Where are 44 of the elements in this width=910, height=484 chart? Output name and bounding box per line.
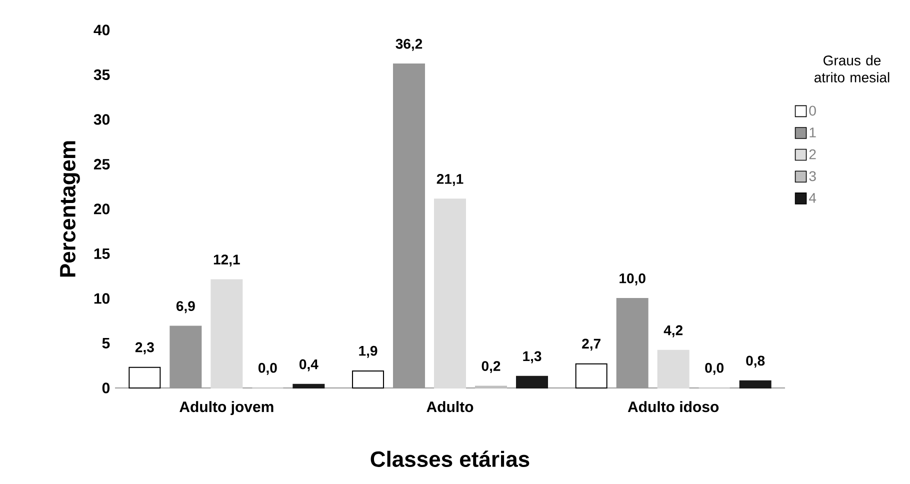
y-tick-label: 10: [94, 293, 110, 304]
bar: [657, 350, 690, 388]
x-tick-label: Adulto: [426, 401, 474, 412]
bar: [616, 298, 648, 388]
data-label: 4,2: [664, 325, 683, 338]
y-tick-label: 5: [102, 338, 110, 348]
legend-label: 1: [810, 128, 816, 138]
y-tick-label: 35: [94, 69, 110, 80]
y-tick-label: 15: [94, 248, 110, 259]
y-tick-label: 20: [94, 204, 110, 214]
data-label: 6,9: [176, 301, 195, 314]
data-label: 0,0: [705, 362, 724, 375]
bar: [739, 380, 772, 388]
data-label: 0,8: [746, 356, 765, 368]
bar: [434, 198, 466, 388]
bar: [393, 64, 426, 388]
bar: [292, 384, 325, 388]
data-label: 0,4: [299, 359, 318, 372]
x-tick-label: Adulto jovem: [180, 401, 274, 416]
legend-title: Graus de atrito mesial: [814, 55, 890, 82]
legend-label: 2: [809, 149, 816, 160]
data-label: 0,2: [482, 361, 500, 374]
data-label: 2,7: [582, 338, 600, 351]
bar: [210, 279, 243, 388]
x-tick-label: Adulto idoso: [628, 401, 719, 412]
data-label: 0,0: [258, 362, 277, 375]
bar: [170, 326, 202, 388]
data-label: 12,1: [214, 254, 240, 267]
data-label: 10,0: [620, 273, 646, 286]
bar: [516, 376, 548, 388]
legend-label: 0: [809, 106, 816, 116]
legend-label: 3: [809, 171, 816, 182]
y-tick-label: 40: [94, 24, 110, 36]
data-label: 21,1: [436, 174, 464, 186]
data-label: 1,9: [359, 346, 378, 358]
data-label: 36,2: [396, 38, 422, 51]
x-axis-title: Classes etárias: [370, 450, 530, 467]
data-label: 1,3: [523, 351, 542, 364]
data-label: 2,3: [135, 342, 154, 354]
legend-label: 4: [809, 193, 816, 203]
y-tick-label: 0: [102, 382, 110, 394]
y-axis-title: Percentagem: [60, 141, 80, 277]
y-tick-label: 30: [94, 114, 110, 125]
y-tick-label: 25: [94, 158, 110, 170]
